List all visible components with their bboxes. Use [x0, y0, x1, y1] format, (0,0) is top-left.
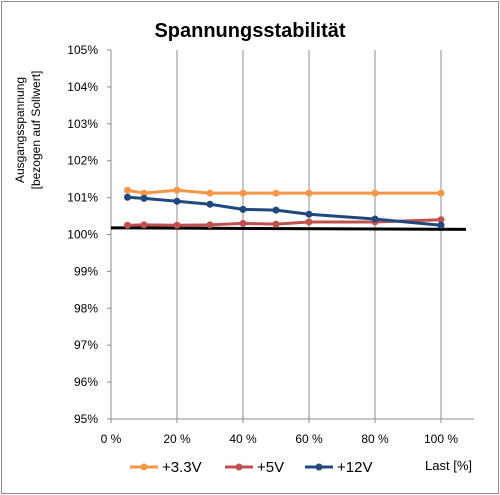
y-tick-label: 96% [74, 375, 98, 389]
data-point [140, 189, 148, 197]
legend-label: +3.3V [162, 459, 202, 476]
x-tick-label: 60 % [295, 432, 323, 446]
data-point [140, 194, 148, 202]
x-tick-label: 80 % [361, 432, 389, 446]
data-point [173, 197, 181, 205]
data-point [239, 219, 247, 227]
y-tick-label: 101% [67, 191, 98, 205]
x-tick-label: 20 % [163, 432, 191, 446]
data-point [173, 221, 181, 229]
chart-title: Spannungsstabilität [154, 20, 345, 42]
data-point [305, 218, 313, 226]
data-point [272, 189, 280, 197]
data-point [272, 206, 280, 214]
y-tick-label: 99% [74, 264, 98, 278]
legend: +3.3V +5V +12V [130, 459, 372, 476]
data-point [437, 189, 445, 197]
y-tick-label: 105% [67, 43, 98, 57]
y-tick-label: 97% [74, 338, 98, 352]
reference-line [110, 226, 467, 231]
data-point [437, 221, 445, 229]
data-point [206, 189, 214, 197]
y-tick-label: 98% [74, 301, 98, 315]
legend-label: +12V [337, 459, 372, 476]
data-point [305, 189, 313, 197]
data-point [124, 186, 131, 194]
y-tick-label: 100% [67, 228, 98, 242]
data-point [206, 200, 214, 208]
legend-swatch-marker [315, 463, 323, 471]
y-tick-label: 95% [74, 412, 98, 426]
x-tick-label: 40 % [229, 432, 257, 446]
y-tick-label: 104% [67, 80, 98, 94]
data-point [173, 186, 181, 194]
data-point [239, 189, 247, 197]
plot-area: 95% 96% 97% 98% 99% 100% 101% 102% 103% 104% 105% 0… [67, 43, 474, 446]
legend-swatch-marker [140, 463, 148, 471]
data-point [124, 221, 131, 229]
legend-label: +5V [257, 459, 284, 476]
y-axis-label: Ausgangsspannung [bezogen auf Sollwert] [13, 71, 43, 190]
data-point [371, 215, 379, 223]
data-point [239, 205, 247, 213]
x-axis-label: Last [%] [425, 458, 472, 473]
data-point [140, 221, 148, 229]
data-point [305, 210, 313, 218]
data-point [206, 221, 214, 229]
y-axis-label-line1: Ausgangsspannung [13, 77, 27, 183]
legend-swatch-marker [235, 463, 243, 471]
x-tick-label: 100 % [424, 432, 458, 446]
data-point [437, 216, 445, 224]
y-tick-label: 103% [67, 117, 98, 131]
x-tick-label: 0 % [101, 432, 122, 446]
y-axis-label-line2: [bezogen auf Sollwert] [29, 71, 43, 190]
y-tick-label: 102% [67, 154, 98, 168]
data-point [371, 189, 379, 197]
data-point [272, 220, 280, 228]
data-point [124, 193, 131, 201]
